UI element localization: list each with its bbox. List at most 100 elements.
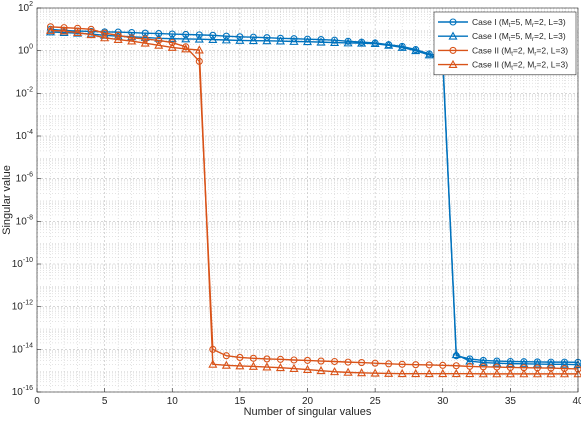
series-3-point xyxy=(330,357,339,366)
series-2-point xyxy=(330,37,340,46)
series-3-point xyxy=(222,352,230,360)
series-3-point xyxy=(290,356,298,364)
series-2-point xyxy=(262,36,272,45)
series-3-point xyxy=(236,353,244,361)
series-4-point xyxy=(478,369,488,378)
series-1-point xyxy=(209,31,217,39)
x-tick-label: 20 xyxy=(302,396,314,407)
series-2-point xyxy=(302,36,313,46)
series-4-point xyxy=(492,369,502,378)
y-axis-label: Singular value xyxy=(1,165,13,235)
legend-swatch-marker xyxy=(449,18,457,26)
series-4-point xyxy=(330,367,340,376)
legend-swatch-marker xyxy=(449,46,457,54)
series-3-point xyxy=(276,355,285,363)
legend-label: Case I (Mt=5, Mr=2, L=3) xyxy=(472,31,566,43)
series-4 xyxy=(45,25,581,378)
y-tick-label: 10-2 xyxy=(16,86,33,99)
series-2-point xyxy=(59,27,69,36)
series-3-point xyxy=(155,36,163,44)
series-4-point xyxy=(127,36,137,45)
series-2-point xyxy=(316,37,326,46)
series-4-line xyxy=(50,29,578,375)
series-4-point xyxy=(194,45,204,54)
legend-label: Case I (Mt=5, Mr=2, L=3) xyxy=(472,17,566,29)
series-2-point xyxy=(546,359,556,368)
series-3-point xyxy=(182,43,190,51)
series-4-point xyxy=(357,368,367,377)
series-2-point xyxy=(397,42,407,51)
series-3-point xyxy=(263,355,271,363)
series-2-point xyxy=(248,35,258,45)
series-4-point xyxy=(370,368,380,377)
series-4-point xyxy=(221,360,231,369)
series-2-point xyxy=(478,357,488,366)
series-4-point xyxy=(424,368,434,378)
series-1-line xyxy=(50,28,579,364)
series-3-point xyxy=(344,358,352,366)
series-4-point xyxy=(465,368,475,378)
legend-entry-1: Case I (Mt=5, Mr=2, L=3) xyxy=(438,17,566,29)
y-tick-label: 10-6 xyxy=(16,172,33,185)
series-4-point xyxy=(181,44,191,53)
series-1-point xyxy=(195,31,203,39)
x-tick-label: 10 xyxy=(167,396,179,407)
series-2-point xyxy=(167,33,177,43)
series-2-point xyxy=(127,32,137,41)
series-3-point xyxy=(425,361,433,369)
series-3-point xyxy=(168,39,176,47)
x-tick-label: 30 xyxy=(437,396,449,407)
series-2-point xyxy=(424,50,434,59)
series-1-point xyxy=(155,30,163,38)
series-4-point xyxy=(100,33,110,42)
series-1 xyxy=(46,25,581,366)
series-4-point xyxy=(451,368,461,378)
series-4-point xyxy=(113,34,123,44)
x-axis-label: Number of singular values xyxy=(244,406,372,418)
series-4-point xyxy=(438,368,448,378)
series-2-point xyxy=(235,35,245,44)
series-2-point xyxy=(275,36,285,45)
x-tick-label: 25 xyxy=(370,396,382,407)
series-2-point xyxy=(45,27,56,36)
series-4-point xyxy=(559,369,570,378)
series-4-point xyxy=(154,40,164,49)
series-3-point xyxy=(560,364,569,373)
x-axis-ticks: 0 5 10 15 20 25 30 35 40 xyxy=(34,388,581,407)
series-3-line xyxy=(50,26,579,370)
series-2-point xyxy=(519,359,529,368)
series-2-point xyxy=(289,36,299,45)
series-4-point xyxy=(248,361,258,370)
series-3-point xyxy=(371,359,379,367)
series-2-line xyxy=(50,31,579,366)
series-3-point xyxy=(141,35,149,43)
series-2-point xyxy=(559,359,570,368)
series-4-point xyxy=(262,362,272,371)
series-4-point xyxy=(397,368,407,378)
series-3-point xyxy=(358,359,366,367)
series-4-point xyxy=(302,364,313,374)
series-2-point xyxy=(357,38,367,47)
series-4-point xyxy=(316,365,326,375)
series-4-point xyxy=(59,26,69,35)
series-4-point xyxy=(208,359,218,368)
series-4-point xyxy=(73,27,83,36)
series-4-point xyxy=(411,368,421,378)
series-2-point xyxy=(532,359,542,368)
series-3-point xyxy=(46,23,55,31)
legend-swatch-marker xyxy=(448,59,458,69)
x-tick-label: 35 xyxy=(505,396,517,407)
series-4-point xyxy=(384,368,394,377)
series-4-point xyxy=(235,361,245,370)
series-2-point xyxy=(384,40,394,49)
series-4-point xyxy=(519,369,529,378)
legend-swatch-marker xyxy=(448,31,458,40)
series-2-point xyxy=(505,358,515,368)
series-4-point xyxy=(505,369,515,378)
legend: Case I (Mt=5, Mr=2, L=3) Case I (Mt=5, Mr… xyxy=(433,11,577,76)
x-tick-label: 15 xyxy=(234,396,246,407)
series-3-point xyxy=(317,357,325,365)
series-3-point xyxy=(87,25,95,33)
series-2-point xyxy=(370,38,380,48)
series-2-point xyxy=(194,34,204,43)
